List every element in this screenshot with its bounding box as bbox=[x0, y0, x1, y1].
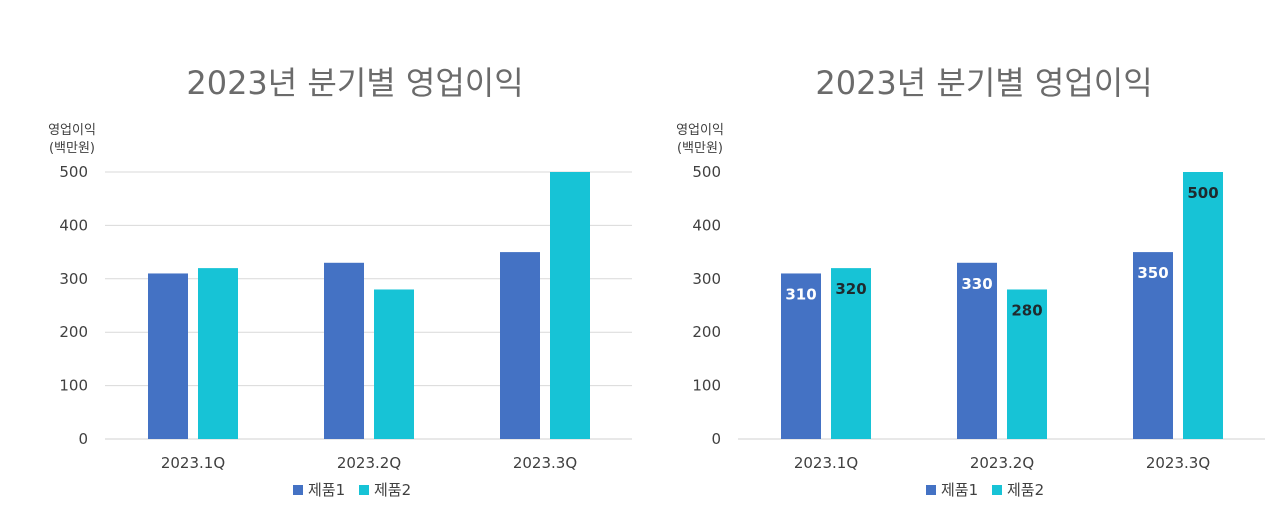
y-tick-label: 500 bbox=[59, 163, 88, 181]
y-axis-label: 영업이익 bbox=[676, 123, 724, 138]
data-label: 350 bbox=[1137, 264, 1168, 282]
bar bbox=[1183, 172, 1223, 439]
y-tick-label: 0 bbox=[711, 430, 721, 448]
legend-swatch bbox=[359, 485, 369, 495]
bar bbox=[324, 262, 364, 439]
data-label: 500 bbox=[1187, 184, 1218, 202]
chart-left: 2023년 분기별 영업이익 영업이익 (백만원) 0 100 200 300 400 5… bbox=[48, 64, 632, 499]
legend-swatch bbox=[293, 485, 303, 495]
y-tick-label: 400 bbox=[59, 216, 88, 234]
y-tick-label: 300 bbox=[59, 270, 88, 288]
legend: 제품1 제품2 bbox=[293, 481, 411, 499]
bar bbox=[550, 172, 590, 439]
grid-lines bbox=[105, 171, 632, 440]
data-label: 280 bbox=[1011, 301, 1042, 319]
legend-label: 제품2 bbox=[374, 481, 411, 499]
x-tick-label: 2023.3Q bbox=[1146, 454, 1210, 472]
y-tick-label: 500 bbox=[692, 163, 721, 181]
legend-swatch bbox=[992, 485, 1002, 495]
legend-swatch bbox=[926, 485, 936, 495]
y-tick-label: 200 bbox=[59, 323, 88, 341]
x-tick-labels: 2023.1Q 2023.2Q 2023.3Q bbox=[161, 454, 577, 472]
bar bbox=[500, 252, 540, 439]
x-tick-label: 2023.1Q bbox=[161, 454, 225, 472]
bar bbox=[198, 268, 238, 439]
x-tick-label: 2023.2Q bbox=[970, 454, 1034, 472]
bar bbox=[957, 262, 997, 439]
x-tick-label: 2023.2Q bbox=[337, 454, 401, 472]
x-tick-labels: 2023.1Q 2023.2Q 2023.3Q bbox=[794, 454, 1210, 472]
bar bbox=[1133, 252, 1173, 439]
y-tick-label: 100 bbox=[692, 377, 721, 395]
bar bbox=[374, 289, 414, 439]
x-tick-label: 2023.1Q bbox=[794, 454, 858, 472]
y-tick-label: 400 bbox=[692, 216, 721, 234]
data-label: 310 bbox=[785, 285, 816, 303]
legend-label: 제품2 bbox=[1007, 481, 1044, 499]
legend-label: 제품1 bbox=[308, 481, 345, 499]
legend: 제품1 제품2 bbox=[926, 481, 1044, 499]
chart-right: 2023년 분기별 영업이익 영업이익 (백만원) 0 100 200 300 400 5… bbox=[676, 64, 1265, 499]
chart-title: 2023년 분기별 영업이익 bbox=[186, 64, 523, 102]
y-axis-unit: (백만원) bbox=[49, 141, 95, 156]
data-label: 320 bbox=[835, 280, 866, 298]
data-label: 330 bbox=[961, 275, 992, 293]
y-tick-label: 100 bbox=[59, 377, 88, 395]
bar bbox=[781, 273, 821, 439]
y-axis-unit: (백만원) bbox=[677, 141, 723, 156]
y-tick-label: 300 bbox=[692, 270, 721, 288]
legend-label: 제품1 bbox=[941, 481, 978, 499]
bars bbox=[148, 172, 590, 439]
bar bbox=[1007, 289, 1047, 439]
y-axis-label: 영업이익 bbox=[48, 123, 96, 138]
y-tick-label: 200 bbox=[692, 323, 721, 341]
x-tick-label: 2023.3Q bbox=[513, 454, 577, 472]
y-tick-labels: 0 100 200 300 400 500 bbox=[692, 163, 721, 448]
chart-title: 2023년 분기별 영업이익 bbox=[815, 64, 1152, 102]
bars: 310 330 350 320 280 500 bbox=[781, 172, 1223, 439]
bar bbox=[148, 273, 188, 439]
y-tick-label: 0 bbox=[78, 430, 88, 448]
y-tick-labels: 0 100 200 300 400 500 bbox=[59, 163, 88, 448]
bar bbox=[831, 268, 871, 439]
